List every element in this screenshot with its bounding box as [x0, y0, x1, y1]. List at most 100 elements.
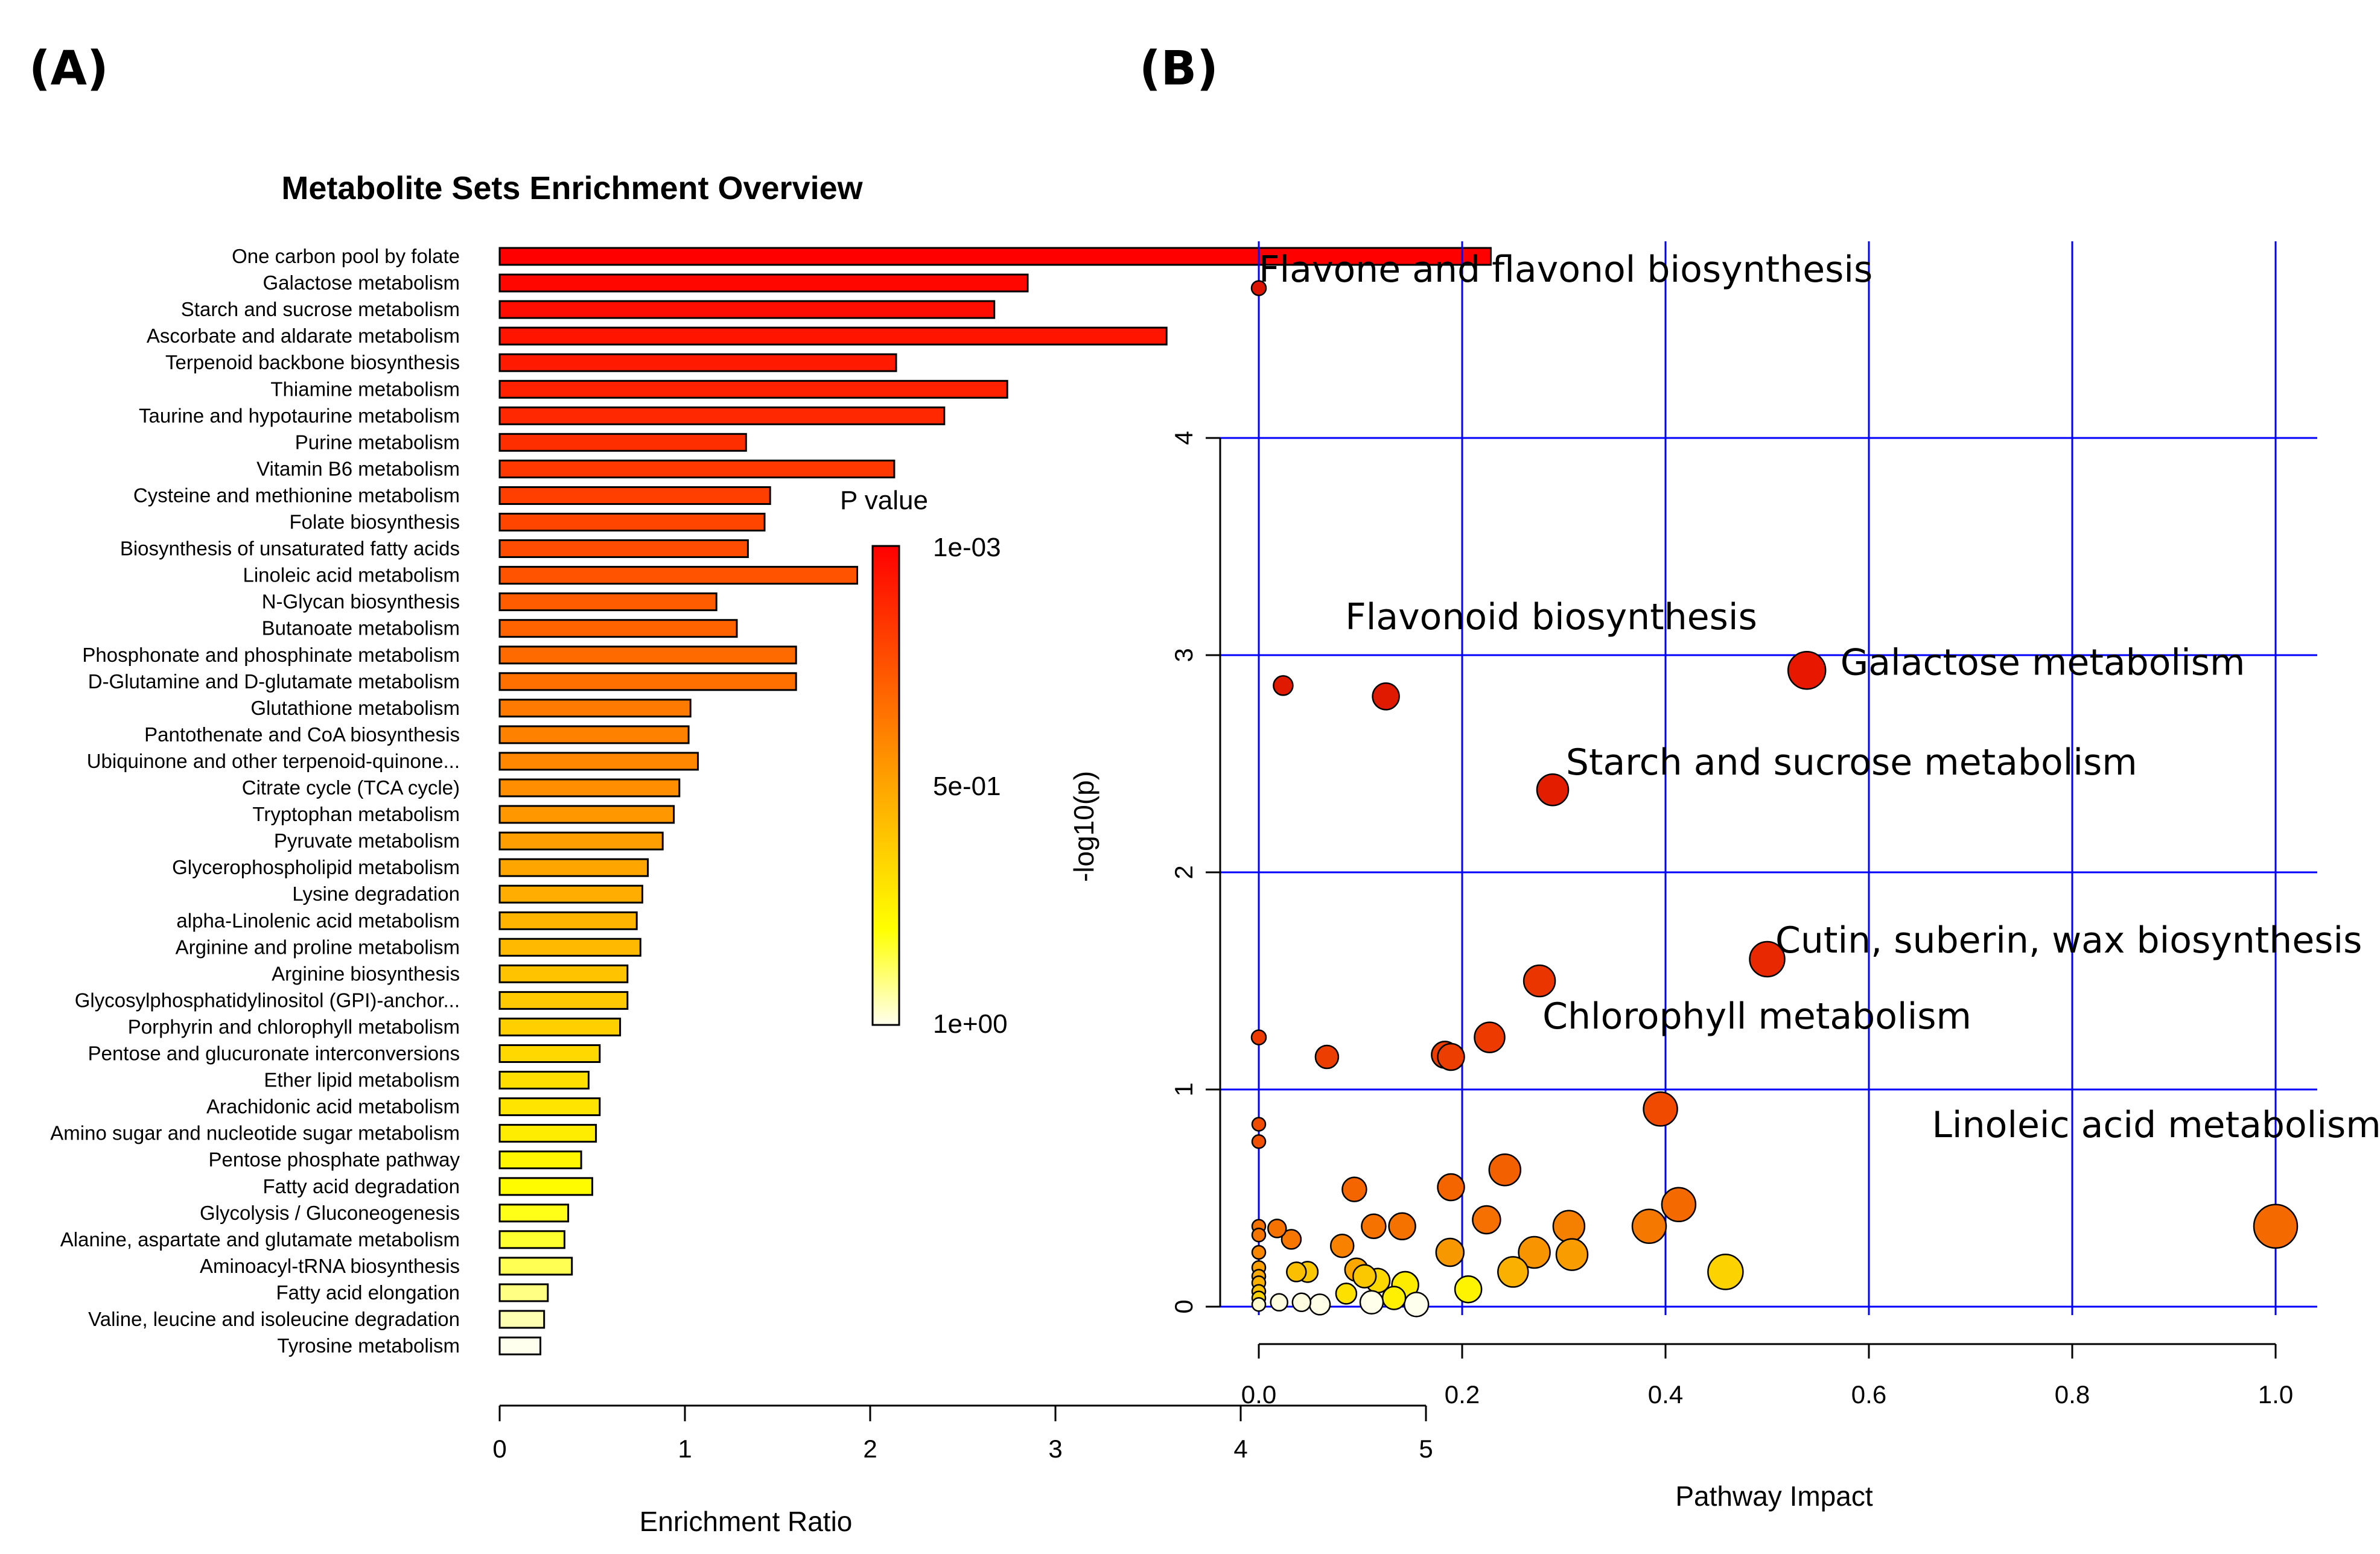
pvalue-legend-tick-top: 1e-03: [933, 533, 1001, 562]
pathway-point: [1308, 1293, 1331, 1316]
enrichment-bar: [498, 1177, 593, 1196]
pathway-point: [1488, 1153, 1522, 1187]
enrichment-category-label: Starch and sucrose metabolism: [181, 298, 460, 320]
enrichment-bar: [498, 805, 675, 824]
enrichment-bar: [498, 300, 996, 319]
pathway-axes: 0 1 2 3 4 0.0 0.2 0.4 0.6 0.8 1.0: [1169, 431, 2293, 1409]
pathway-point: [1474, 1021, 1506, 1053]
enrichment-x-tick-label: 3: [1048, 1435, 1062, 1463]
pvalue-legend-tick-bottom: 1e+00: [933, 1009, 1008, 1039]
pathway-point: [1643, 1091, 1678, 1127]
enrichment-category-label: Linoleic acid metabolism: [243, 564, 460, 586]
panel-label-a: (A): [29, 42, 109, 96]
pathway-point: [1661, 1187, 1697, 1223]
pathway-point: [1437, 1173, 1465, 1202]
enrichment-category-label: Folate biosynthesis: [290, 511, 460, 533]
enrichment-category-label: Butanoate metabolism: [262, 617, 460, 639]
enrichment-bar: [498, 406, 946, 425]
enrichment-bar: [498, 1150, 582, 1170]
pathway-point: [1273, 675, 1294, 696]
pathway-point: [1707, 1254, 1744, 1290]
enrichment-category-label: Taurine and hypotaurine metabolism: [139, 404, 460, 427]
enrichment-x-tick-label: 1: [678, 1435, 692, 1463]
pathway-impact-scatter: 0 1 2 3 4 0.0 0.2 0.4 0.6 0.8 1.0 Flavone and flav…: [1068, 241, 2380, 1512]
enrichment-bar: [498, 273, 1029, 293]
pathway-y-tick-label: 3: [1169, 648, 1198, 662]
enrichment-bar: [498, 486, 771, 505]
pathway-point: [1250, 1029, 1267, 1045]
enrichment-bar: [498, 326, 1168, 346]
enrichment-category-labels: One carbon pool by folate Galactose metab…: [50, 245, 460, 1357]
pathway-x-tick-label: 0.2: [1445, 1380, 1480, 1409]
pathway-point: [1388, 1212, 1416, 1241]
pathway-point: [1631, 1208, 1667, 1245]
pathway-point: [1518, 1235, 1551, 1269]
pathway-point: [1335, 1283, 1358, 1305]
enrichment-category-label: Aminoacyl-tRNA biosynthesis: [200, 1255, 460, 1277]
enrichment-category-label: Arachidonic acid metabolism: [206, 1096, 460, 1118]
pathway-points: [1250, 280, 2299, 1318]
enrichment-category-label: Glycosylphosphatidylinositol (GPI)-ancho…: [75, 989, 460, 1011]
enrichment-category-label: Tyrosine metabolism: [277, 1334, 460, 1357]
enrichment-bar: [498, 1283, 549, 1302]
enrichment-category-label: Ether lipid metabolism: [264, 1069, 460, 1091]
pathway-point: [1341, 1176, 1367, 1202]
enrichment-category-label: Galactose metabolism: [263, 271, 460, 294]
pathway-point: [1472, 1205, 1501, 1235]
pathway-point: [1251, 1134, 1267, 1149]
pathway-point: [1522, 964, 1556, 998]
enrichment-bar: [498, 1310, 546, 1329]
pathway-annotations: Flavone and flavonol biosynthesis Flavono…: [1259, 249, 2380, 1146]
enrichment-bars: [498, 247, 1492, 1356]
pathway-point: [1359, 1290, 1384, 1315]
pathway-point: [1281, 1229, 1302, 1250]
pathway-point: [1250, 280, 1267, 296]
enrichment-category-label: Purine metabolism: [295, 431, 460, 453]
enrichment-bar: [498, 831, 664, 851]
pathway-point: [1251, 1227, 1267, 1243]
pathway-point: [1454, 1275, 1483, 1304]
pathway-annotation: Flavone and flavonol biosynthesis: [1259, 249, 1872, 291]
pathway-y-tick-label: 2: [1169, 865, 1198, 879]
enrichment-bar: [498, 884, 643, 904]
enrichment-category-label: Glycolysis / Gluconeogenesis: [200, 1202, 460, 1224]
enrichment-category-label: One carbon pool by folate: [232, 245, 460, 267]
enrichment-category-label: Fatty acid degradation: [262, 1175, 460, 1197]
enrichment-bar: [498, 619, 738, 638]
enrichment-bar: [498, 433, 747, 452]
pathway-point: [1437, 1042, 1465, 1071]
enrichment-bar: [498, 752, 699, 771]
enrichment-category-label: Lysine degradation: [292, 883, 460, 905]
enrichment-bar: [498, 1257, 573, 1276]
enrichment-category-label: Terpenoid backbone biosynthesis: [165, 351, 460, 373]
pathway-annotation: Flavonoid biosynthesis: [1345, 596, 1757, 638]
enrichment-category-label: Valine, leucine and isoleucine degradati…: [88, 1308, 460, 1330]
enrichment-bar: [498, 1336, 541, 1356]
enrichment-bar: [498, 379, 1008, 399]
pathway-point: [1270, 1293, 1288, 1312]
enrichment-bar: [498, 937, 641, 957]
pathway-point: [1381, 1286, 1407, 1310]
enrichment-bar: [498, 991, 629, 1010]
enrichment-category-label: Glycerophospholipid metabolism: [172, 856, 460, 878]
enrichment-bar: [498, 645, 797, 665]
pathway-point: [1267, 1219, 1287, 1238]
enrichment-category-label: Pyruvate metabolism: [274, 829, 460, 852]
pathway-x-axis-title: Pathway Impact: [1675, 1480, 1872, 1512]
pathway-point: [1555, 1238, 1589, 1271]
enrichment-bar: [498, 725, 690, 744]
enrichment-category-label: Fatty acid elongation: [276, 1281, 460, 1304]
enrichment-category-label: Arginine and proline metabolism: [176, 936, 460, 958]
pathway-annotation: Linoleic acid metabolism: [1932, 1104, 2380, 1146]
pathway-point: [1329, 1233, 1355, 1258]
enrichment-x-axis-title: Enrichment Ratio: [640, 1506, 853, 1537]
pathway-x-tick-label: 0.8: [2055, 1380, 2090, 1409]
enrichment-bar: [498, 1097, 601, 1117]
pathway-point: [1251, 1117, 1267, 1132]
enrichment-bar: [498, 1071, 590, 1089]
enrichment-bar: [498, 911, 638, 930]
pathway-x-tick-label: 0.6: [1851, 1380, 1886, 1409]
enrichment-bar: [498, 566, 858, 585]
pathway-point: [1251, 1297, 1267, 1312]
pathway-annotation: Chlorophyll metabolism: [1542, 995, 1971, 1038]
